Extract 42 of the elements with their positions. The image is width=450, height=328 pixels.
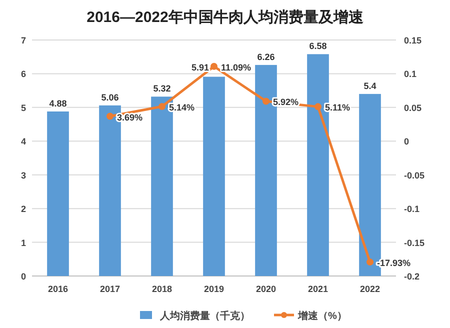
y-tick-label: 7 [20, 36, 26, 46]
data-label: 6.26 [257, 52, 275, 62]
x-tick-label: 2022 [360, 284, 380, 294]
y2-tick-label: -0.15 [404, 238, 425, 248]
y-tick-label: 4 [20, 136, 26, 147]
y2-tick-label: -0.2 [404, 272, 420, 282]
y2-tick-label: 0.1 [404, 69, 417, 80]
y2-tick-label: -0.05 [404, 170, 425, 180]
bar [203, 76, 225, 276]
y-tick-label: 6 [20, 69, 26, 80]
x-tick-label: 2017 [100, 284, 120, 294]
data-label: 5.91 [191, 62, 209, 72]
data-label: 5.32 [153, 84, 171, 94]
data-label: 5.06 [101, 92, 119, 102]
point [158, 102, 166, 110]
bar [47, 111, 69, 276]
y-tick-label: 5 [20, 102, 26, 113]
point [210, 62, 218, 70]
y2-tick-label: 0.05 [404, 102, 422, 113]
x-tick-label: 2016 [48, 284, 68, 294]
x-tick-label: 2018 [152, 284, 172, 294]
y2-tick-label: 0 [404, 136, 410, 147]
y-tick-label: 3 [20, 170, 26, 180]
x-tick-label: 2020 [256, 284, 276, 294]
chart-title: 2016—2022年中国牛肉人均消费量及增速 [86, 9, 364, 26]
data-label: 5.4 [364, 80, 376, 91]
x-tick-label: 2021 [308, 284, 328, 294]
point [262, 98, 270, 105]
point [366, 258, 374, 266]
y2-tick-label: 0.15 [404, 36, 422, 46]
x-tick-label: 2019 [204, 284, 224, 294]
y-tick-label: 1 [20, 238, 26, 248]
data-label: 11.09% [221, 62, 252, 72]
point [314, 103, 322, 110]
y-tick-label: 2 [20, 204, 26, 214]
legend-label: 增速（%） [297, 310, 347, 322]
point [106, 112, 114, 120]
y-tick-label: 0 [20, 272, 26, 282]
data-label: 6.58 [309, 41, 327, 52]
y2-tick-label: -0.1 [404, 204, 420, 214]
legend-label: 人均消费量（千克） [159, 310, 250, 322]
data-label: 4.88 [49, 98, 67, 108]
